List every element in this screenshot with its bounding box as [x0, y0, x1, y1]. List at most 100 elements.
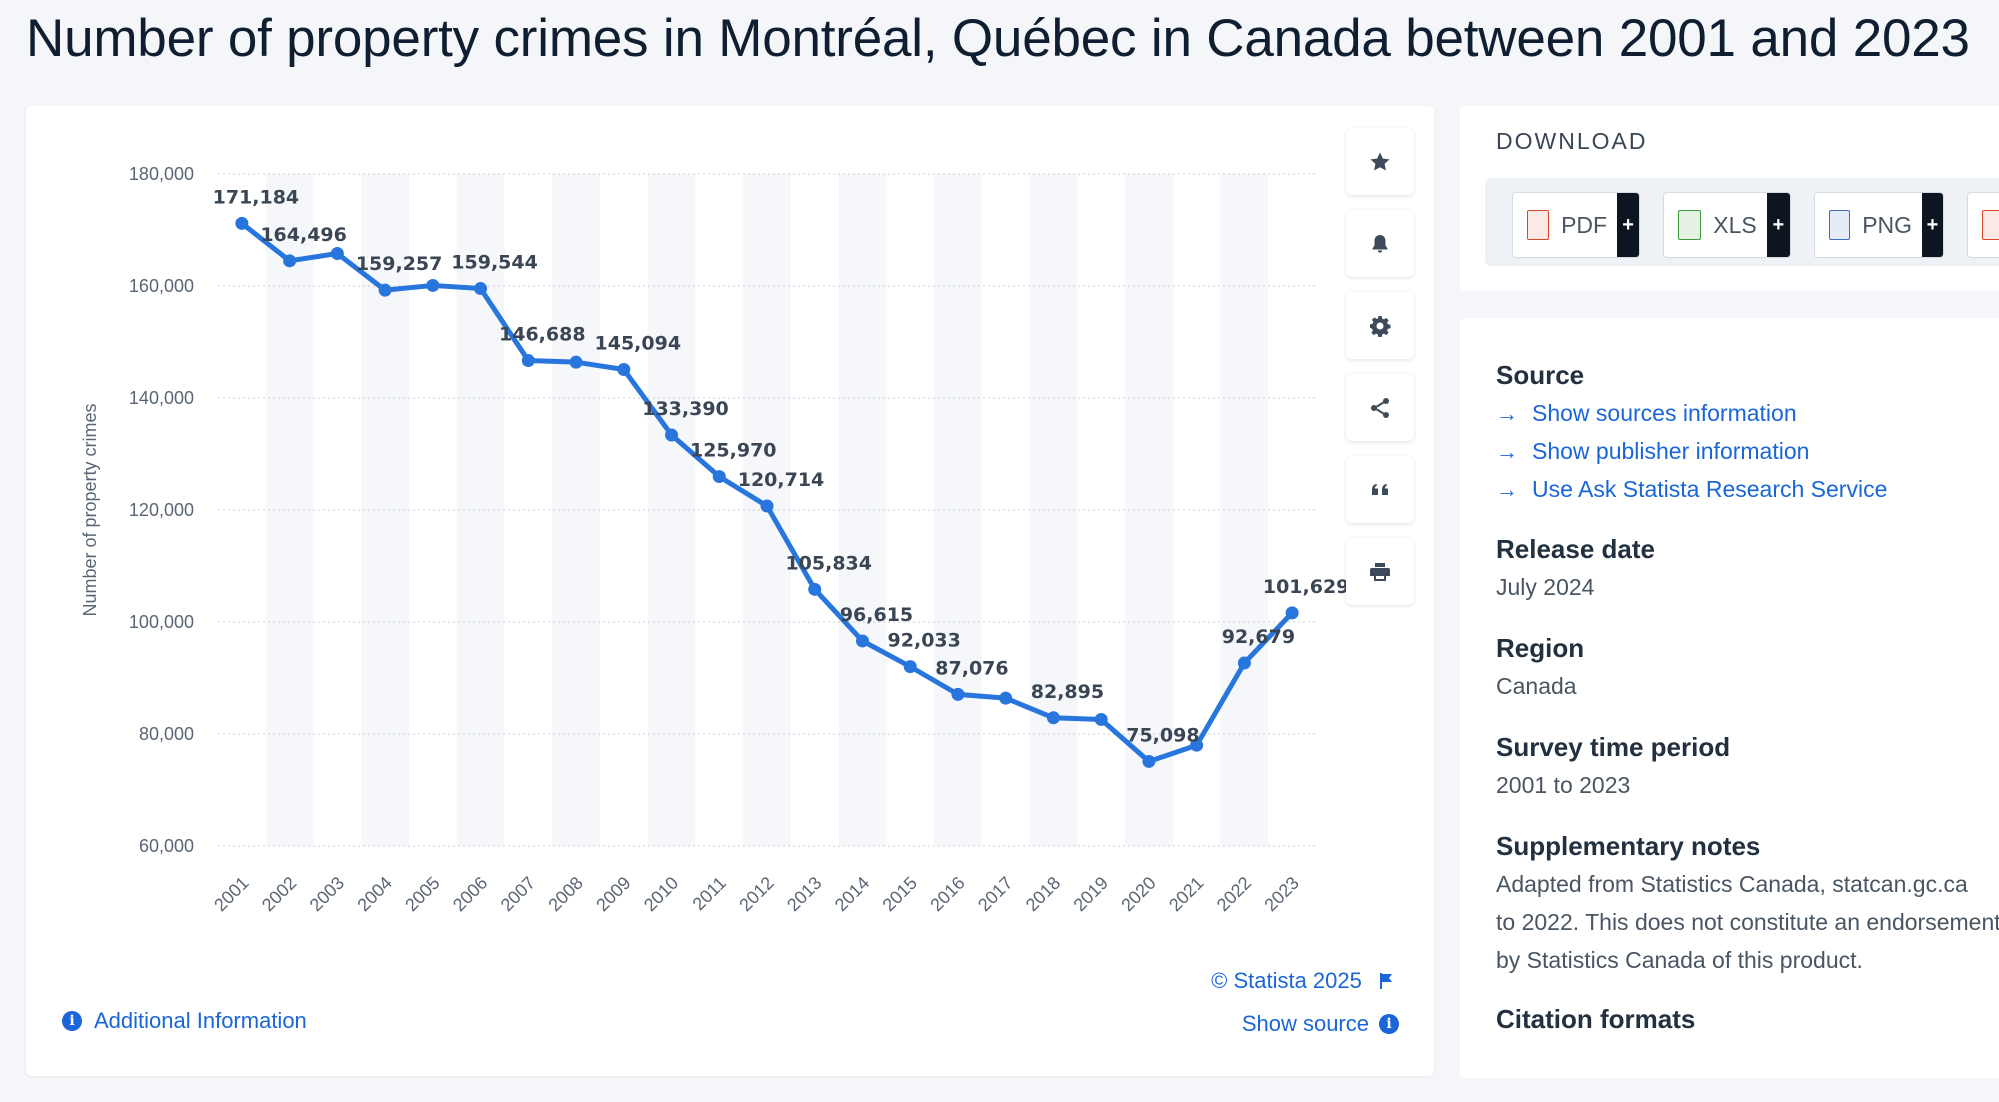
data-point — [1190, 738, 1204, 752]
supplementary-note-line: to 2022. This does not constitute an end… — [1496, 909, 1999, 935]
x-tick-label: 2012 — [735, 873, 777, 915]
y-axis-label: Number of property crimes — [80, 403, 100, 616]
data-point — [1094, 712, 1108, 726]
ppt-file-icon — [1982, 210, 1999, 240]
additional-information-link[interactable]: i Additional Information — [62, 1008, 307, 1034]
data-point — [283, 254, 297, 268]
xls-plus: + — [1766, 193, 1790, 257]
share-icon — [1371, 397, 1389, 418]
settings-button[interactable] — [1346, 292, 1414, 359]
x-tick-label: 2002 — [258, 873, 300, 915]
x-tick-label: 2016 — [926, 873, 968, 915]
star-icon — [1370, 152, 1390, 170]
data-point — [1142, 754, 1156, 768]
data-point — [521, 354, 535, 368]
x-tick-label: 2009 — [592, 873, 634, 915]
x-tick-label: 2018 — [1022, 873, 1064, 915]
quote-icon — [1372, 483, 1388, 495]
show-sources-text: Show sources information — [1532, 400, 1797, 426]
data-point — [378, 283, 392, 297]
download-xls-button[interactable]: XLS + — [1663, 192, 1791, 258]
data-label: 120,714 — [738, 469, 825, 491]
share-button[interactable] — [1346, 374, 1414, 441]
chart-toolbar — [1346, 128, 1414, 605]
y-tick-label: 180,000 — [129, 164, 194, 184]
x-tick-label: 2017 — [974, 873, 1016, 915]
release-date-value: July 2024 — [1496, 574, 1595, 600]
data-label: 164,496 — [260, 224, 347, 246]
data-label: 96,615 — [840, 604, 913, 626]
data-label: 133,390 — [642, 398, 729, 420]
y-tick-label: 80,000 — [139, 724, 194, 744]
x-tick-label: 2005 — [401, 873, 443, 915]
x-tick-label: 2013 — [783, 873, 825, 915]
x-tick-label: 2004 — [353, 873, 395, 915]
data-point — [426, 278, 440, 292]
data-label: 101,629 — [1263, 576, 1350, 598]
data-point — [235, 216, 249, 230]
column-band — [647, 174, 696, 846]
copyright-text: © Statista 2025 — [1211, 968, 1362, 993]
show-publisher-text: Show publisher information — [1532, 438, 1810, 464]
ask-statista-text: Use Ask Statista Research Service — [1532, 476, 1888, 502]
x-tick-label: 2003 — [306, 873, 348, 915]
survey-period-heading: Survey time period — [1496, 732, 1731, 762]
x-tick-label: 2021 — [1165, 873, 1207, 915]
pdf-file-icon — [1527, 210, 1550, 240]
data-label: 75,098 — [1126, 724, 1199, 746]
data-point — [999, 691, 1013, 705]
y-tick-label: 120,000 — [129, 500, 194, 520]
print-button[interactable] — [1346, 538, 1414, 605]
notification-button[interactable] — [1346, 210, 1414, 277]
info-card: Source → Show sources information → Show… — [1460, 318, 1999, 1078]
y-tick-label: 60,000 — [139, 836, 194, 856]
x-tick-label: 2015 — [879, 873, 921, 915]
citation-formats-heading: Citation formats — [1496, 1004, 1696, 1034]
pdf-label: PDF — [1561, 211, 1608, 238]
png-label: PNG — [1862, 211, 1913, 238]
data-point — [951, 687, 965, 701]
favorite-button[interactable] — [1346, 128, 1414, 195]
bell-icon — [1372, 234, 1388, 253]
supplementary-note-line: by Statistics Canada of this product. — [1496, 947, 1863, 973]
pdf-plus: + — [1617, 193, 1639, 257]
data-point — [1237, 656, 1251, 670]
ask-statista-link[interactable]: → Use Ask Statista Research Service — [1496, 476, 1887, 503]
x-tick-label: 2023 — [1260, 873, 1302, 915]
data-point — [474, 282, 488, 296]
download-card: DOWNLOAD PDF + XLS + PNG + — [1460, 106, 1999, 291]
flag-icon — [1380, 973, 1392, 989]
data-label: 146,688 — [499, 324, 586, 346]
region-heading: Region — [1496, 633, 1585, 663]
show-source-link[interactable]: Show source i — [1242, 1011, 1399, 1037]
supplementary-notes-heading: Supplementary notes — [1496, 831, 1761, 861]
data-point — [665, 428, 679, 442]
x-tick-label: 2010 — [640, 873, 682, 915]
x-tick-label: 2020 — [1117, 873, 1159, 915]
xls-file-icon — [1678, 210, 1702, 240]
data-point — [760, 499, 774, 513]
xls-label: XLS — [1713, 211, 1757, 238]
data-label: 92,679 — [1222, 626, 1295, 648]
x-tick-label: 2011 — [689, 873, 731, 915]
chart-card: 60,000 80,000 100,000 120,000 140,000 160,000… — [26, 106, 1434, 1076]
copyright-link[interactable]: © Statista 2025 — [1211, 968, 1394, 994]
arrow-right-icon: → — [1496, 400, 1518, 426]
show-publisher-link[interactable]: → Show publisher information — [1496, 438, 1809, 465]
show-sources-link[interactable]: → Show sources information — [1496, 400, 1797, 427]
line-chart: 60,000 80,000 100,000 120,000 140,000 160,000… — [80, 164, 1350, 915]
additional-information-text: Additional Information — [94, 1008, 307, 1033]
download-png-button[interactable]: PNG + — [1814, 192, 1944, 258]
arrow-right-icon: → — [1496, 438, 1518, 464]
data-label: 171,184 — [213, 186, 300, 208]
download-pdf-button[interactable]: PDF + — [1512, 192, 1640, 258]
cite-button[interactable] — [1346, 456, 1414, 523]
y-tick-label: 100,000 — [129, 612, 194, 632]
info-icon: i — [62, 1011, 82, 1031]
download-bar: PDF + XLS + PNG + — [1485, 178, 1999, 266]
info-icon: i — [1379, 1014, 1399, 1034]
arrow-right-icon: → — [1496, 476, 1518, 502]
x-tick-label: 2019 — [1070, 873, 1112, 915]
gear-icon — [1370, 315, 1391, 337]
download-more-button[interactable] — [1967, 192, 1999, 258]
